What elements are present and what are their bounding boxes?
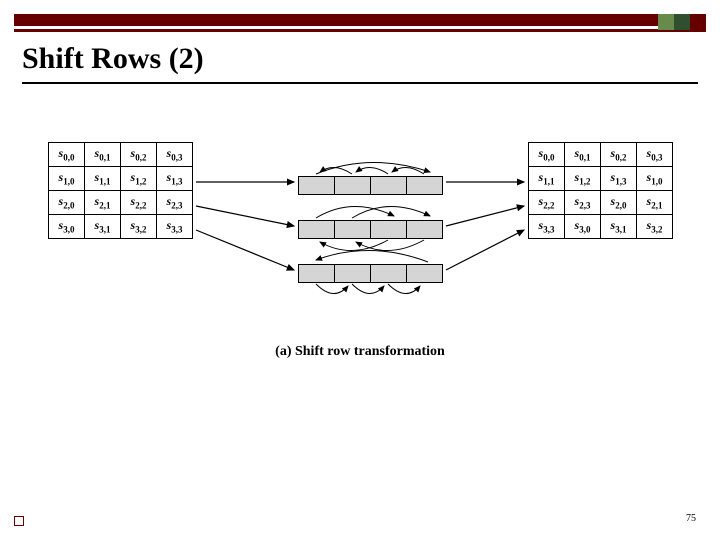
diagram-canvas: s0,0s0,1s0,2s0,3s1,0s1,1s1,2s1,3s2,0s2,1…: [0, 112, 720, 472]
state-cell: s3,0: [49, 215, 85, 239]
state-cell: s0,0: [49, 143, 85, 167]
header-squares: [658, 14, 706, 30]
slide-title: Shift Rows (2): [0, 32, 720, 82]
state-cell: s2,1: [637, 191, 673, 215]
output-state-table: s0,0s0,1s0,2s0,3 s1,1s1,2s1,3s1,0 s2,2s2,3…: [528, 142, 673, 239]
state-cell: s2,3: [157, 191, 193, 215]
slide-header: [0, 0, 720, 32]
header-stripe-thick: [14, 14, 706, 26]
state-cell: s0,3: [637, 143, 673, 167]
header-square: [674, 14, 690, 30]
shift-buffer-row: [298, 176, 443, 195]
state-cell: s3,3: [157, 215, 193, 239]
state-cell: s1,1: [85, 167, 121, 191]
state-cell: s1,3: [157, 167, 193, 191]
title-underline: [22, 82, 698, 84]
state-cell: s1,1: [529, 167, 565, 191]
page-number: 75: [686, 513, 696, 524]
corner-decor: [14, 516, 24, 526]
state-cell: s1,0: [49, 167, 85, 191]
state-cell: s3,2: [637, 215, 673, 239]
diagram-caption: (a) Shift row transformation: [0, 344, 720, 360]
state-cell: s2,3: [565, 191, 601, 215]
state-cell: s0,0: [529, 143, 565, 167]
state-cell: s2,0: [49, 191, 85, 215]
state-cell: s3,1: [601, 215, 637, 239]
state-cell: s3,3: [529, 215, 565, 239]
state-cell: s0,1: [565, 143, 601, 167]
state-cell: s0,3: [157, 143, 193, 167]
header-square: [690, 14, 706, 30]
state-cell: s2,2: [121, 191, 157, 215]
state-cell: s2,0: [601, 191, 637, 215]
state-cell: s0,2: [601, 143, 637, 167]
header-stripe-thin: [14, 29, 706, 32]
state-cell: s3,2: [121, 215, 157, 239]
state-cell: s3,1: [85, 215, 121, 239]
state-cell: s1,2: [565, 167, 601, 191]
shift-buffer-row: [298, 220, 443, 239]
state-cell: s2,1: [85, 191, 121, 215]
state-cell: s0,2: [121, 143, 157, 167]
input-state-table: s0,0s0,1s0,2s0,3 s1,0s1,1s1,2s1,3 s2,0s2,1…: [48, 142, 193, 239]
state-cell: s0,1: [85, 143, 121, 167]
shift-buffer-row: [298, 264, 443, 283]
header-square: [658, 14, 674, 30]
state-cell: s1,3: [601, 167, 637, 191]
state-cell: s1,2: [121, 167, 157, 191]
state-cell: s3,0: [565, 215, 601, 239]
state-cell: s2,2: [529, 191, 565, 215]
state-cell: s1,0: [637, 167, 673, 191]
